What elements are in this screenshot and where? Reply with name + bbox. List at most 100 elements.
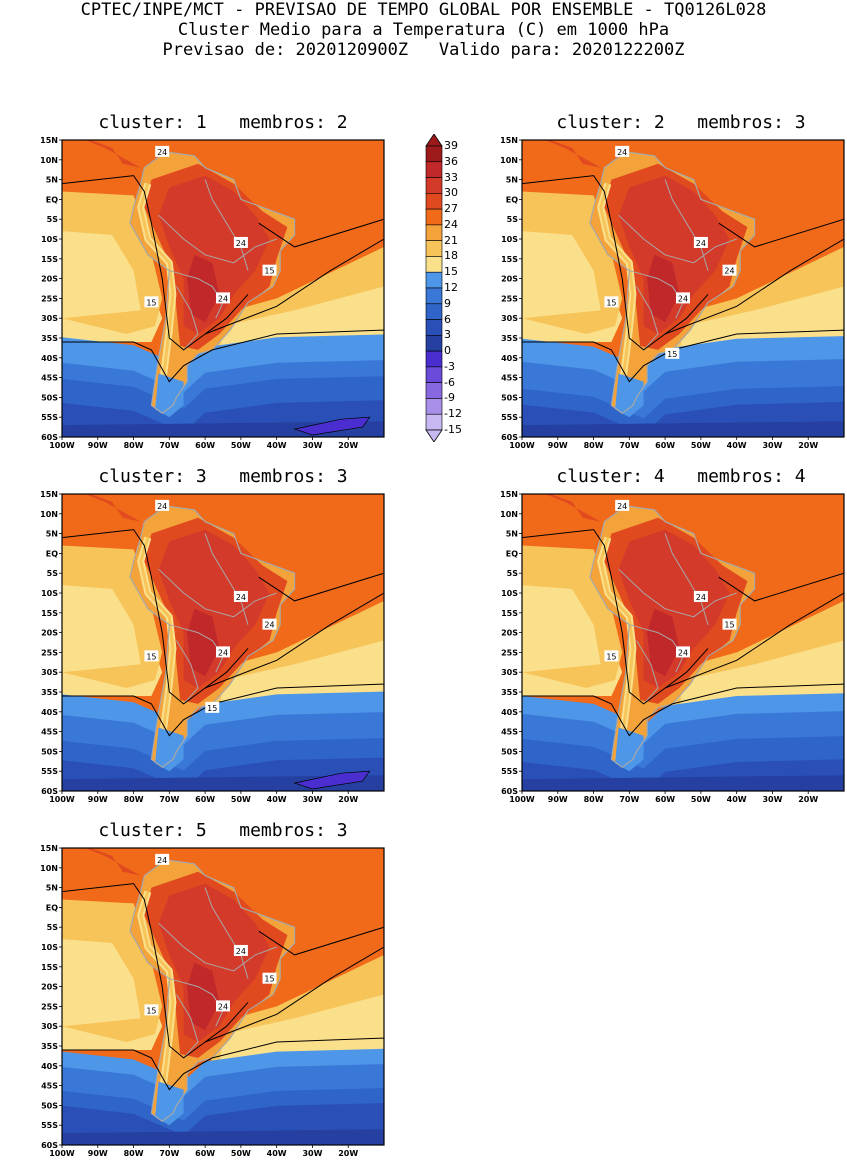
lon-label: 50W [231,795,251,804]
colorbar-top-arrow [425,133,443,147]
lat-label: 40S [501,708,518,717]
lon-label: 80W [584,441,604,450]
colorbar-label: 12 [444,281,458,294]
lat-label: 25S [41,648,58,657]
lat-label: 5N [506,176,518,185]
lon-label: 70W [159,1149,179,1158]
lon-label: 20W [798,441,818,450]
contour-label-bg [676,646,690,658]
colorbar-segment [425,303,443,320]
lon-label: 40W [267,1149,287,1158]
contour-label-bg [144,650,159,662]
lat-label: 30S [501,314,518,323]
contour-label: 15 [146,652,156,661]
contour-label: 24 [157,856,167,865]
colorbar-label: 15 [444,265,458,279]
contour-label: 15 [724,621,734,630]
colorbar-label: 27 [444,202,458,216]
lat-label: 35S [41,334,58,343]
lat-label: 10S [501,589,518,598]
colorbar-segment [425,240,443,257]
lat-label: 10N [500,156,518,165]
contour-label-bg [676,292,690,304]
lat-label: 35S [41,688,58,697]
lat-label: 45S [41,1082,58,1091]
contour-label-bg [615,499,630,511]
lon-label: 30W [302,441,322,450]
contour-label: 15 [146,1006,156,1015]
map-frame [61,139,385,438]
colorbar-segment [425,271,443,289]
lon-label: 40W [267,441,287,450]
contour-label: 15 [667,350,677,359]
lat-label: 5S [507,215,519,224]
lat-label: 60S [41,787,58,796]
lon-label: 20W [798,795,818,804]
lat-label: 15N [40,845,58,853]
colorbar-label: -15 [444,423,462,436]
colorbar-label: -9 [444,391,455,405]
lat-label: 40S [41,708,58,717]
lat-label: 10N [40,156,58,165]
forecast-dates: Previsao de: 2020120900Z Valido para: 20… [162,40,685,60]
lat-label: 25S [41,1002,58,1011]
lat-label: 10S [41,235,58,244]
lat-label: 5S [47,923,59,932]
contour-label: 24 [218,1002,228,1011]
lat-label: 40S [41,354,58,363]
contour-label: 24 [218,294,228,303]
lon-label: 90W [88,441,108,450]
lon-label: 90W [88,795,108,804]
contour-label-bg [262,972,277,984]
lat-label: 40S [501,354,518,363]
colorbar-label: 0 [444,344,451,358]
lat-label: 15S [501,609,518,618]
lat-label: 10S [501,235,518,244]
lat-label: 30S [41,1022,58,1031]
colorbar-label: 18 [444,249,458,263]
lat-label: 15S [41,609,58,618]
main-title: CPTEC/INPE/MCT - PREVISAO DE TEMPO GLOBA… [80,0,767,20]
contour-label-bg [216,292,230,304]
contour-label-bg [216,646,230,658]
lon-label: 30W [762,795,782,804]
colorbar-label: 36 [444,154,458,168]
contour-label-bg [615,145,630,157]
lon-label: 60W [195,795,215,804]
contour-label-bg [216,1000,230,1012]
contour-label: 24 [724,267,734,276]
contour-label-bg [155,853,170,865]
colorbar-segment [425,161,443,178]
lat-label: 45S [501,374,518,383]
lat-label: 35S [501,688,518,697]
lon-label: 30W [302,1149,322,1158]
lon-label: 100W [49,1149,75,1158]
lat-label: 5N [46,176,58,185]
lat-label: EQ [506,195,518,204]
lon-label: 70W [619,441,639,450]
contour-label: 24 [696,593,706,602]
lat-label: 15N [40,491,58,499]
lon-label: 90W [88,1149,108,1158]
lat-label: 15N [500,137,518,145]
contour-label: 24 [157,502,167,511]
contour-label-bg [262,264,277,276]
lat-label: 30S [501,668,518,677]
lon-label: 40W [727,441,747,450]
contour-label-bg [233,590,248,602]
lat-label: 25S [501,648,518,657]
colorbar-segment [425,287,443,305]
lat-label: 25S [501,294,518,303]
lon-label: 30W [762,441,782,450]
map-frame [521,139,845,438]
lon-label: 50W [691,795,711,804]
lat-label: 5S [47,569,59,578]
lon-label: 50W [231,441,251,450]
lat-label: 20S [501,629,518,638]
lat-label: 5N [46,884,58,893]
lon-label: 90W [548,441,568,450]
contour-label-bg [693,236,708,248]
colorbar-label: 9 [444,296,451,310]
lon-label: 60W [195,441,215,450]
contour-label: 24 [157,148,167,157]
